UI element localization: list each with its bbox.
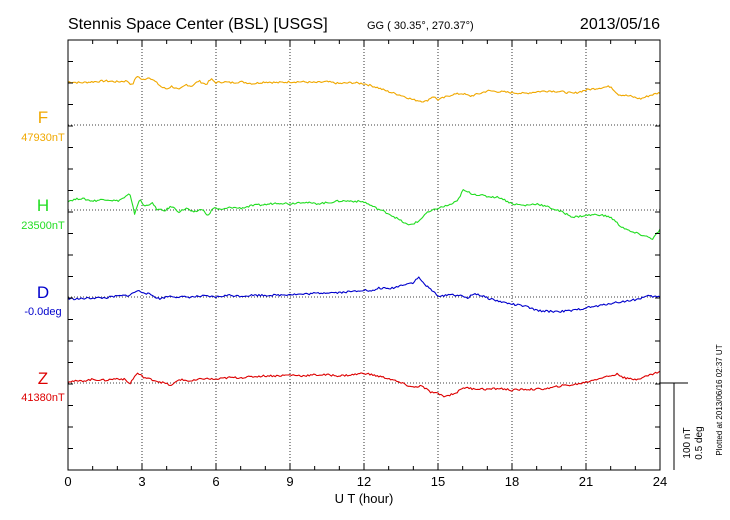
x-axis-label: U T (hour) <box>335 491 394 506</box>
x-tick-label-3: 3 <box>138 474 145 489</box>
plot-frame <box>67 39 661 471</box>
scale-deg: 0.5 deg <box>694 426 705 459</box>
scale-bar: 100 nT 0.5 deg <box>660 382 705 470</box>
x-tick-label-18: 18 <box>505 474 519 489</box>
scale-nt: 100 nT <box>682 427 693 458</box>
baseline-H: 23500nT <box>21 220 65 232</box>
series-line-D <box>67 276 661 313</box>
series-line-F <box>68 75 661 103</box>
baseline-F: 47930nT <box>21 132 65 144</box>
series-label-Z: Z <box>38 369 48 388</box>
x-tick-label-21: 21 <box>579 474 593 489</box>
x-tick-label-24: 24 <box>653 474 667 489</box>
x-tick-label-15: 15 <box>431 474 445 489</box>
baseline-Z: 41380nT <box>21 392 65 404</box>
x-tick-label-9: 9 <box>286 474 293 489</box>
series-label-H: H <box>37 196 49 215</box>
series-line-H <box>67 189 661 240</box>
x-tick-label-6: 6 <box>212 474 219 489</box>
plotted-note: Plotted at 2013/06/16 02:37 UT <box>715 344 724 455</box>
axis-ticks: 0 3 6 9 12 15 18 21 24 <box>64 40 667 489</box>
geo-coords: GG ( 30.35°, 270.37°) <box>367 20 474 32</box>
grid <box>68 40 660 470</box>
series-line-Z <box>67 370 661 398</box>
x-tick-label-0: 0 <box>64 474 71 489</box>
series-labels: F 47930nT H 23500nT D -0.0deg Z 41380nT <box>21 108 65 404</box>
baseline-D: -0.0deg <box>24 306 61 318</box>
station-title: Stennis Space Center (BSL) [USGS] <box>68 16 328 33</box>
series-label-F: F <box>38 108 48 127</box>
series-label-D: D <box>37 283 49 302</box>
date-label: 2013/05/16 <box>580 16 660 33</box>
series-lines <box>67 75 661 398</box>
x-tick-label-12: 12 <box>357 474 371 489</box>
